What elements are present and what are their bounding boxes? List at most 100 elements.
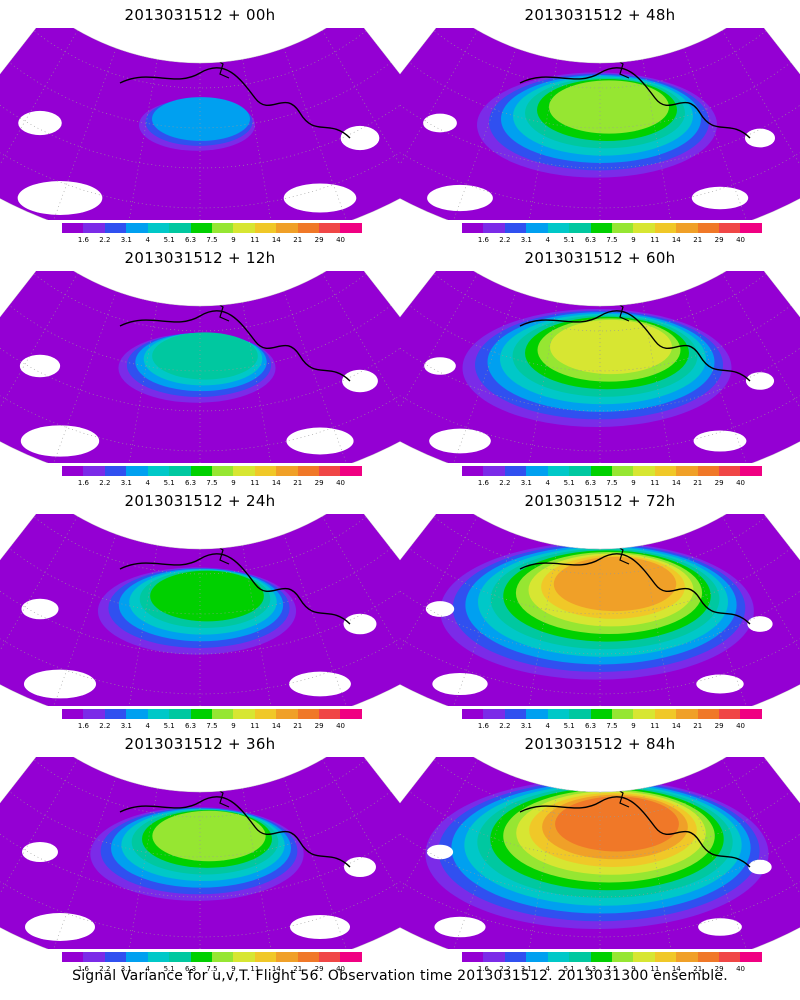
colorbar-swatch	[697, 709, 720, 719]
colorbar-tick-label: 14	[271, 965, 281, 973]
colorbar-tick-label: 11	[250, 722, 260, 730]
colorbar-swatch	[611, 952, 634, 962]
panel-title: 2013031512 + 72h	[524, 492, 676, 510]
colorbar-tick-label: 2.2	[499, 236, 511, 244]
colorbar-swatch	[126, 466, 148, 476]
colorbar-swatch	[526, 952, 548, 962]
colorbar-swatch	[83, 466, 105, 476]
colorbar-swatch	[190, 709, 212, 719]
colorbar	[462, 952, 762, 962]
colorbar-tick-label: 4	[145, 965, 150, 973]
colorbar-tick-label: 3.1	[520, 722, 532, 730]
colorbar-swatch	[254, 952, 277, 962]
colorbar-tick-label: 6.3	[184, 236, 197, 244]
colorbar-swatch	[340, 709, 362, 719]
colorbar-swatch	[547, 223, 570, 233]
colorbar-swatch	[719, 223, 741, 233]
colorbar	[62, 952, 362, 962]
colorbar-tick-label: 4	[145, 236, 150, 244]
forecast-panel: 2013031512 + 24h 1.6 2.2 3.1 4 5.1 6.3 7.5 9 11 14…	[0, 486, 400, 731]
colorbar	[62, 466, 362, 476]
colorbar-tick-label: 3.1	[520, 479, 532, 487]
colorbar-tick-label: 5.1	[563, 722, 575, 730]
colorbar-swatch	[611, 223, 634, 233]
colorbar-tick-label: 5.1	[163, 722, 175, 730]
colorbar-swatch	[169, 223, 191, 233]
colorbar-swatch	[147, 466, 170, 476]
colorbar-swatch	[483, 952, 505, 962]
colorbar-swatch	[211, 466, 234, 476]
forecast-panel: 2013031512 + 60h 1.6 2.2 3.1 4 5.1 6.3 7.5 9 11 14…	[400, 243, 800, 488]
colorbar-swatch	[611, 466, 634, 476]
colorbar-tick-label: 29	[714, 965, 724, 973]
colorbar-swatch	[83, 223, 105, 233]
colorbar-swatch	[254, 223, 277, 233]
colorbar-swatch	[104, 952, 127, 962]
colorbar-swatch	[254, 466, 277, 476]
colorbar-tick-label: 7.5	[606, 479, 618, 487]
colorbar-swatch	[169, 709, 191, 719]
colorbar-tick-label: 1.6	[77, 965, 89, 973]
colorbar-tick-label: 5.1	[563, 236, 575, 244]
colorbar-ticks: 1.6 2.2 3.1 4 5.1 6.3 7.5 9 11 14 21 29 40	[462, 479, 762, 489]
colorbar-tick-label: 40	[336, 722, 346, 730]
colorbar-swatch	[276, 466, 298, 476]
colorbar-tick-label: 9	[231, 722, 236, 730]
colorbar-swatch	[190, 952, 212, 962]
variance-map	[0, 271, 400, 463]
colorbar-swatch	[147, 709, 170, 719]
colorbar-tick-label: 6.3	[584, 236, 597, 244]
colorbar-tick-label: 11	[650, 479, 660, 487]
colorbar-swatch	[633, 223, 655, 233]
colorbar-swatch	[569, 466, 591, 476]
colorbar-tick-label: 3.1	[120, 965, 132, 973]
colorbar-tick-label: 29	[714, 479, 724, 487]
colorbar-swatch	[654, 223, 677, 233]
colorbar-swatch	[547, 709, 570, 719]
colorbar-tick-label: 1.6	[477, 965, 489, 973]
colorbar-swatch	[526, 223, 548, 233]
colorbar-swatch	[297, 952, 320, 962]
colorbar-tick-label: 5.1	[563, 479, 575, 487]
colorbar-swatch	[83, 709, 105, 719]
colorbar-ticks: 1.6 2.2 3.1 4 5.1 6.3 7.5 9 11 14 21 29 40	[462, 965, 762, 975]
colorbar-tick-label: 5.1	[163, 479, 175, 487]
colorbar-swatch	[276, 223, 298, 233]
colorbar-tick-label: 11	[250, 965, 260, 973]
colorbar-tick-label: 6.3	[584, 965, 597, 973]
colorbar-tick-label: 9	[631, 722, 636, 730]
variance-map	[400, 757, 800, 949]
colorbar-swatch	[83, 952, 105, 962]
colorbar-swatch	[233, 709, 255, 719]
colorbar-swatch	[462, 709, 484, 719]
colorbar-tick-label: 1.6	[77, 722, 89, 730]
colorbar-tick-label: 4	[145, 722, 150, 730]
colorbar-swatch	[211, 952, 234, 962]
colorbar-swatch	[504, 223, 527, 233]
colorbar-swatch	[504, 709, 527, 719]
colorbar-ticks: 1.6 2.2 3.1 4 5.1 6.3 7.5 9 11 14 21 29 40	[62, 236, 362, 246]
forecast-panel: 2013031512 + 84h 1.6 2.2 3.1 4 5.1 6.3 7.5 9 11 14…	[400, 729, 800, 974]
colorbar-swatch	[676, 466, 698, 476]
colorbar-tick-label: 11	[650, 722, 660, 730]
colorbar-tick-label: 4	[545, 965, 550, 973]
panel-title: 2013031512 + 36h	[124, 735, 276, 753]
variance-map	[400, 271, 800, 463]
colorbar-swatch	[319, 223, 341, 233]
colorbar-swatch	[611, 709, 634, 719]
colorbar-tick-label: 9	[231, 479, 236, 487]
colorbar-swatch	[169, 466, 191, 476]
colorbar-tick-label: 7.5	[606, 236, 618, 244]
colorbar-tick-label: 29	[714, 236, 724, 244]
colorbar-swatch	[547, 952, 570, 962]
colorbar-tick-label: 40	[336, 479, 346, 487]
colorbar-tick-label: 9	[631, 479, 636, 487]
colorbar-tick-label: 40	[736, 965, 746, 973]
colorbar-tick-label: 29	[314, 236, 324, 244]
colorbar-tick-label: 7.5	[606, 722, 618, 730]
colorbar-tick-label: 3.1	[120, 722, 132, 730]
colorbar-swatch	[676, 709, 698, 719]
colorbar-swatch	[147, 223, 170, 233]
colorbar-tick-label: 2.2	[499, 965, 511, 973]
colorbar-tick-label: 21	[293, 236, 303, 244]
